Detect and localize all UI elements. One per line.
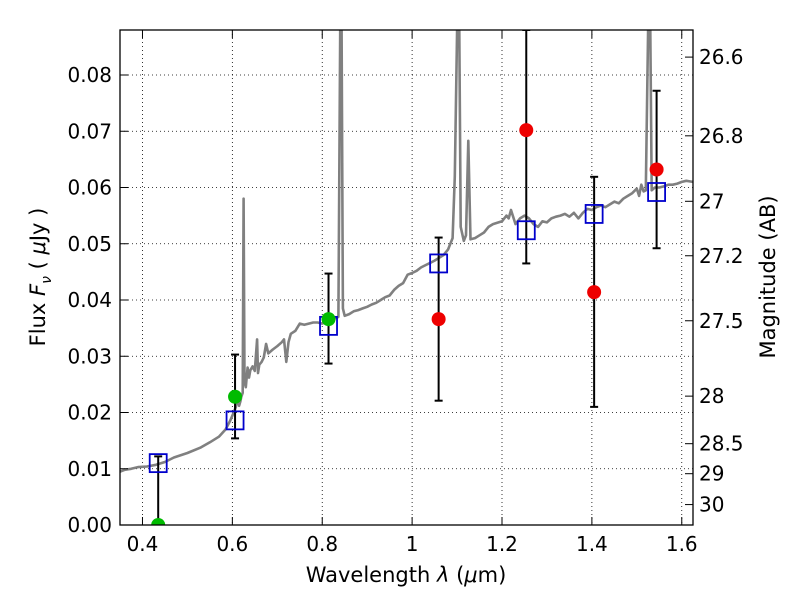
y-tick-label: 0.01 [67,457,112,481]
y-tick-label: 0.07 [67,119,112,143]
right-axis-ticks: 26.6 26.8 27 27.2 27.5 28 28.5 29 30 [685,45,744,517]
model-flux-square [647,182,666,202]
y-tick-label: 0.02 [67,401,112,425]
detection-point [228,389,243,404]
x-axis-ticks: 0.4 0.6 0.8 1 1.2 1.4 1.6 [127,30,698,556]
y-axis-ticks: 0.00 0.01 0.02 0.03 0.04 0.05 0.06 0.07 0.08 [67,63,128,537]
y-tick-label: 0.04 [67,288,112,312]
y-tick-label: 0.06 [67,176,112,200]
x-tick-label: 1.4 [576,532,608,556]
y-tick-label: 0.05 [67,232,112,256]
right-tick-label: 27 [699,189,724,213]
x-axis-label: Wavelength λ (μm) [306,563,507,587]
right-tick-label: 28.5 [699,432,744,456]
right-tick-label: 27.2 [699,244,744,268]
low-significance-point [587,285,602,300]
model-flux-square [429,253,449,274]
right-tick-label: 26.8 [699,124,744,148]
model-flux-square [584,204,604,224]
low-significance-point [519,123,534,138]
right-tick-label: 27.5 [699,309,744,333]
y-tick-label: 0.00 [67,513,112,537]
x-tick-label: 1.2 [486,532,518,556]
right-tick-label: 28 [699,384,724,408]
plot-area [120,30,693,525]
low-significance-point [649,162,664,177]
x-tick-label: 1.6 [666,532,698,556]
detection-points [151,312,336,525]
right-axis-label: Magnitude (AB) [756,195,780,358]
detection-point [151,518,166,525]
model-flux-square [516,220,536,241]
model-flux-square [225,410,245,431]
model-flux-square [148,453,168,474]
x-tick-label: 0.4 [127,532,159,556]
right-tick-label: 30 [699,493,724,517]
low-significance-points [431,123,664,327]
x-tick-label: 1 [406,532,419,556]
right-tick-label: 29 [699,462,724,486]
y-axis-label: Flux Fν ( μJy ) [26,208,55,347]
x-tick-label: 0.8 [306,532,338,556]
x-tick-label: 0.6 [216,532,248,556]
y-tick-label: 0.08 [67,63,112,87]
detection-point [321,312,336,327]
y-tick-label: 0.03 [67,344,112,368]
grid-lines [120,30,693,526]
right-tick-label: 26.6 [699,45,744,69]
plot-frame [119,29,694,526]
low-significance-point [431,312,446,327]
